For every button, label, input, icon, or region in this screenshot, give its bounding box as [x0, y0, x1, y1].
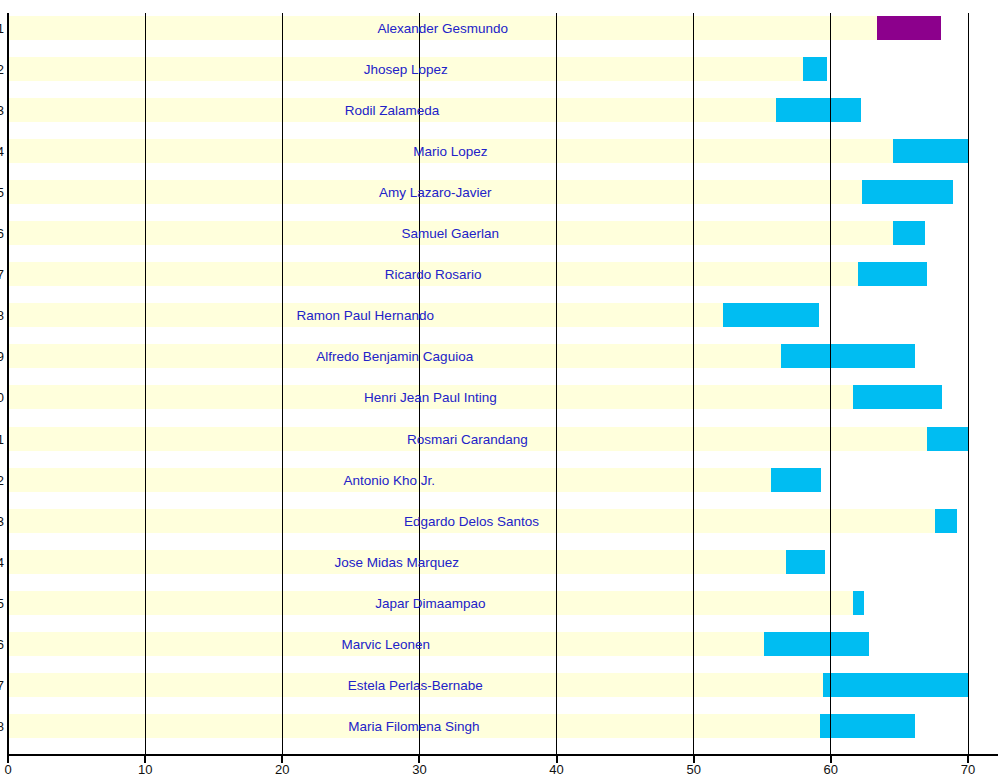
bar-label: Estela Perlas-Bernabe — [348, 678, 483, 693]
y-tick-label: 9 — [0, 349, 4, 364]
bar-label: Henri Jean Paul Inting — [364, 390, 497, 405]
bar — [771, 468, 822, 492]
bar-label: Jose Midas Marquez — [335, 554, 460, 569]
bar — [786, 550, 826, 574]
bar-label: Alexander Gesmundo — [377, 20, 508, 35]
x-tick-label: 20 — [275, 762, 289, 775]
bar — [893, 139, 968, 163]
bar-highlighted — [877, 16, 940, 40]
x-tick-label: 60 — [824, 762, 838, 775]
y-tick-label: 8 — [0, 308, 4, 323]
y-tick-label: 6 — [0, 226, 4, 241]
bar — [853, 591, 864, 615]
y-tick-label: 14 — [0, 554, 4, 569]
bar-label: Ramon Paul Hernando — [297, 308, 434, 323]
bar-label: Alfredo Benjamin Caguioa — [316, 349, 473, 364]
y-tick-label: 11 — [0, 431, 4, 446]
plot-area: Alexander Gesmundo1Jhosep Lopez2Rodil Za… — [8, 13, 968, 755]
y-tick-label: 13 — [0, 513, 4, 528]
gridline — [968, 13, 969, 755]
bar-label: Rodil Zalameda — [345, 102, 440, 117]
y-tick-label: 2 — [0, 61, 4, 76]
y-tick-label: 3 — [0, 102, 4, 117]
x-tick-label: 50 — [686, 762, 700, 775]
bar — [853, 385, 942, 409]
gridline — [145, 13, 146, 755]
chart-image: { "chart_data": { "type": "bar", "orient… — [0, 0, 1000, 775]
gridline — [282, 13, 283, 755]
bar-label: Samuel Gaerlan — [402, 226, 500, 241]
gridline — [556, 13, 557, 755]
x-tick-label: 10 — [138, 762, 152, 775]
bar-label: Ricardo Rosario — [385, 267, 482, 282]
y-tick-label: 7 — [0, 267, 4, 282]
bar-label: Maria Filomena Singh — [348, 719, 479, 734]
bar-label: Rosmari Carandang — [407, 431, 528, 446]
bar — [893, 221, 926, 245]
y-tick-label: 4 — [0, 143, 4, 158]
bar — [862, 180, 953, 204]
y-tick-label: 1 — [0, 20, 4, 35]
bar — [935, 509, 957, 533]
x-tick-label: 70 — [961, 762, 975, 775]
bar-label: Edgardo Delos Santos — [404, 513, 539, 528]
y-axis-line — [7, 13, 9, 755]
bar — [927, 427, 968, 451]
gridline — [693, 13, 694, 755]
bar — [781, 344, 914, 368]
bar — [858, 262, 927, 286]
x-tick-label: 40 — [549, 762, 563, 775]
y-tick-label: 16 — [0, 637, 4, 652]
y-tick-label: 5 — [0, 184, 4, 199]
bar — [803, 57, 826, 81]
bar-label: Marvic Leonen — [342, 637, 431, 652]
bar — [820, 714, 915, 738]
x-axis-line — [7, 754, 998, 756]
bar — [723, 303, 819, 327]
bar — [764, 632, 870, 656]
y-tick-label: 10 — [0, 390, 4, 405]
x-tick-label: 0 — [4, 762, 11, 775]
y-tick-label: 12 — [0, 472, 4, 487]
bar-label: Antonio Kho Jr. — [343, 472, 435, 487]
bar-label: Japar Dimaampao — [375, 595, 485, 610]
gridline — [830, 13, 831, 755]
bar — [823, 673, 968, 697]
x-tick-label: 30 — [412, 762, 426, 775]
y-tick-label: 15 — [0, 595, 4, 610]
bar-label: Amy Lazaro-Javier — [379, 184, 492, 199]
y-tick-label: 18 — [0, 719, 4, 734]
y-tick-label: 17 — [0, 678, 4, 693]
bar-label: Jhosep Lopez — [364, 61, 448, 76]
bar-label: Mario Lopez — [413, 143, 487, 158]
bar — [776, 98, 861, 122]
